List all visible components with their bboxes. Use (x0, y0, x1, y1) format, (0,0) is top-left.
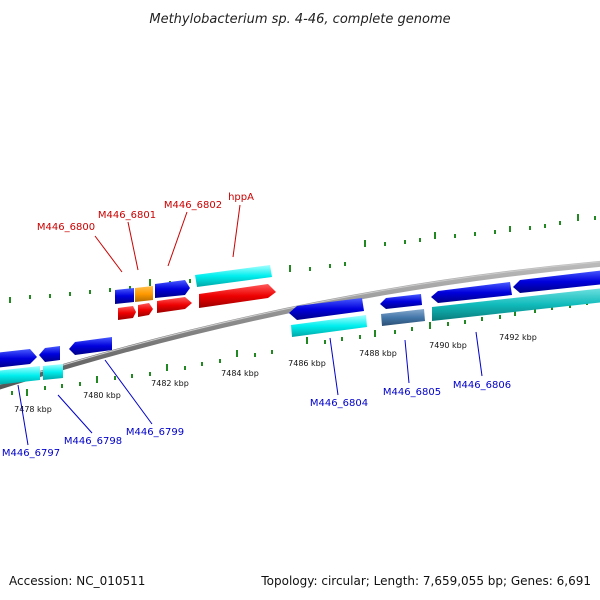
gene-label-m446-6800[interactable]: M446_6800 (37, 222, 95, 233)
cds-m446-6800[interactable] (115, 288, 134, 304)
cds-right-teal[interactable] (432, 288, 600, 321)
scale-labels: 7478 kbp 7480 kbp 7482 kbp 7484 kbp 7486… (14, 333, 537, 414)
cds-hppa[interactable] (199, 284, 276, 308)
reverse-gene-labels: M446_6797 M446_6798 M446_6799 M446_6804 … (2, 331, 511, 459)
gene-label-m446-6806[interactable]: M446_6806 (453, 380, 511, 391)
cds-m446-6797[interactable] (0, 349, 37, 368)
cds-m446-6806[interactable] (431, 282, 512, 303)
gene-label-hppa[interactable]: hppA (228, 192, 254, 203)
scale-label: 7492 kbp (499, 333, 537, 342)
cds-m446-6801[interactable] (135, 286, 153, 302)
cds-m446-6805[interactable] (380, 294, 422, 309)
scale-label: 7482 kbp (151, 379, 189, 388)
cds-m446-6797b[interactable] (0, 366, 40, 385)
cds-m446-6805b[interactable] (381, 309, 425, 326)
scale-label: 7478 kbp (14, 405, 52, 414)
gene-label-m446-6797[interactable]: M446_6797 (2, 448, 60, 459)
forward-gene-labels: M446_6800 M446_6801 M446_6802 hppA (37, 192, 254, 273)
scale-label: 7480 kbp (83, 391, 121, 400)
scale-label: 7490 kbp (429, 341, 467, 350)
gene-label-m446-6799[interactable]: M446_6799 (126, 427, 184, 438)
cds-red-1[interactable] (118, 306, 136, 320)
cds-m446-6798b[interactable] (43, 364, 63, 380)
cds-m446-6799[interactable] (69, 337, 112, 355)
scale-label: 7484 kbp (221, 369, 259, 378)
scale-label: 7486 kbp (288, 359, 326, 368)
accession-text: Accession: NC_010511 (9, 574, 145, 588)
forward-genes (115, 265, 276, 320)
cds-m446-6804[interactable] (289, 298, 364, 320)
cds-red-3[interactable] (157, 297, 192, 313)
gene-label-m446-6802[interactable]: M446_6802 (164, 200, 222, 211)
cds-red-2[interactable] (138, 303, 153, 317)
gene-label-m446-6804[interactable]: M446_6804 (310, 398, 368, 409)
gene-label-m446-6805[interactable]: M446_6805 (383, 387, 441, 398)
gene-label-m446-6801[interactable]: M446_6801 (98, 210, 156, 221)
scale-label: 7488 kbp (359, 349, 397, 358)
cds-m446-6798[interactable] (39, 346, 60, 362)
cds-right-blue[interactable] (513, 270, 600, 293)
cds-hppa-upper[interactable] (195, 265, 272, 287)
genome-summary: Topology: circular; Length: 7,659,055 bp… (260, 574, 591, 588)
cds-m446-6804b[interactable] (291, 315, 367, 337)
reverse-genes (0, 270, 600, 385)
cds-m446-6802[interactable] (155, 280, 190, 298)
gene-label-m446-6798[interactable]: M446_6798 (64, 436, 122, 447)
map-title: Methylobacterium sp. 4-46, complete geno… (149, 12, 450, 27)
